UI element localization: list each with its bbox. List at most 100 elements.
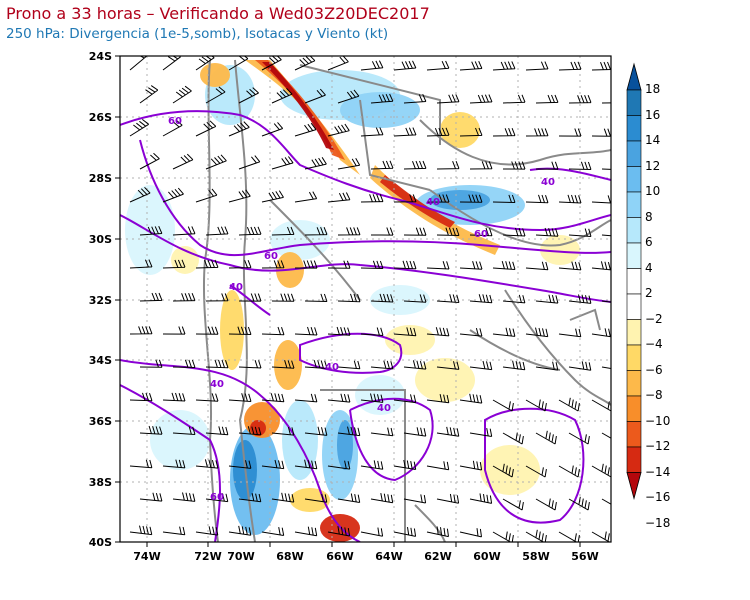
wind-barb [162,56,181,71]
wind-barb [601,498,611,505]
wind-barb [525,465,547,478]
wind-barb [393,394,417,404]
lon-tick-label: 56W [571,550,598,563]
wind-barb [238,155,261,170]
colorbar-swatch [626,89,642,116]
wind-barb [139,292,163,302]
wind-barb [360,260,384,269]
wind-barb [436,227,460,236]
wind-barb [525,327,549,338]
wind-barb [591,531,611,542]
wind-barb [370,493,394,504]
colorbar-label: −6 [645,363,663,377]
colorbar [626,62,642,501]
wind-barb [228,260,252,269]
wind-barb [129,259,153,269]
wind-barb [535,294,559,304]
wind-barb [261,459,285,470]
wind-barb [294,459,318,470]
wind-barb [129,525,153,536]
wind-barb [327,192,351,203]
wind-barb [469,227,493,237]
wind-barb [337,493,361,503]
wind-barb [327,393,351,403]
axis-ticks [115,55,581,547]
wind-barb [360,527,384,537]
colorbar-swatch [626,115,642,142]
colorbar-swatch [626,217,642,244]
colorbar-label: −12 [645,439,670,453]
wind-barb [558,465,580,478]
colorbar-label: −14 [645,465,670,479]
wind-barb [195,259,219,269]
wind-barb [426,461,450,471]
wind-barb [304,227,328,236]
isotach-label: 60 [474,229,488,240]
lat-tick-label: 34S [89,354,112,367]
wind-barb [426,526,449,538]
wind-barb [261,527,285,536]
wind-barb [162,526,186,536]
wind-barbs [129,56,611,542]
wind-barb [327,260,351,269]
wind-barb [172,293,196,302]
colorbar-label: −10 [645,414,670,428]
lat-tick-label: 40S [89,536,112,549]
lon-tick-label: 60W [473,550,500,563]
wind-barb [327,123,350,137]
wind-barb [558,61,582,71]
wind-barb [469,94,493,104]
wind-barb [436,493,460,504]
wind-barb [502,227,526,237]
colorbar-swatch [626,370,642,397]
wind-barb [195,120,217,137]
colorbar-swatch [626,191,642,218]
wind-barb [535,430,557,445]
wind-barb [228,121,250,137]
wind-barb [502,161,526,170]
wind-barb [591,463,611,478]
lon-tick-label: 62W [424,550,451,563]
wind-barb [525,61,549,71]
wind-barb [535,227,559,237]
wind-barb [139,425,163,435]
wind-barb [129,326,153,335]
wind-barb [591,128,611,137]
wind-barb [591,328,611,338]
wind-barb [195,56,215,71]
wind-barb [195,459,219,469]
wind-barb [162,392,186,402]
colorbar-swatch [626,319,642,346]
wind-barb [426,194,450,203]
colorbar-swatch [626,293,642,320]
colorbar-swatch [626,395,642,422]
wind-barb [525,261,549,271]
wind-barb [469,360,493,371]
isotach-label: 40 [210,379,224,390]
wind-barb [502,432,524,445]
isotach-labels: 60 40 40 60 60 40 40 40 40 60 [168,116,555,503]
lat-tick-label: 28S [89,172,112,185]
wind-barb [162,459,186,469]
wind-barb [261,393,285,403]
wind-barb [304,359,328,369]
wind-barb [205,86,226,104]
wind-barb [393,60,417,71]
colorbar-label: 2 [645,286,653,300]
wind-barb [337,293,361,303]
wind-barb [393,527,417,537]
wind-barb [469,294,493,304]
colorbar-label: −18 [645,516,670,530]
colorbar-arrow-bottom [626,472,642,501]
latitude-labels: 24S 26S 28S 30S 32S 34S 36S 38S 40S [89,50,112,549]
wind-barb [139,492,163,502]
wind-barb [271,360,295,369]
wind-barb [327,460,351,470]
wind-barb [238,360,262,369]
wind-barb [558,397,580,412]
wind-barb [370,427,394,437]
lon-tick-label: 68W [276,550,303,563]
wind-barb [195,393,219,402]
wind-barb [370,227,394,236]
colorbar-label: 14 [645,133,660,147]
